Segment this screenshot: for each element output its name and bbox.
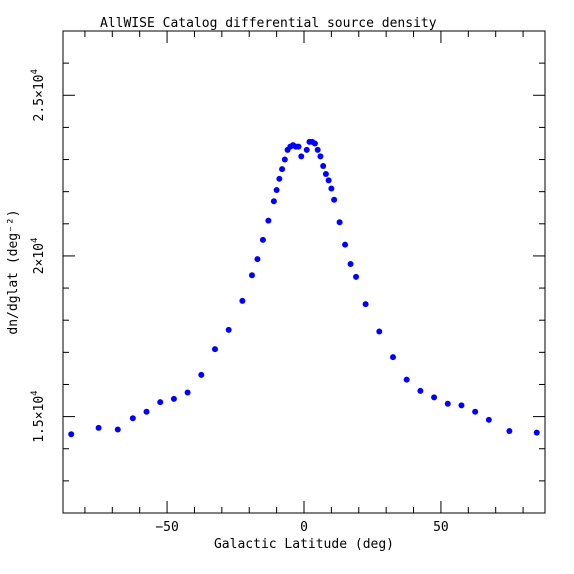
data-point <box>342 241 349 248</box>
data-point <box>295 143 302 150</box>
y-axis-label: dn/dglat (deg⁻²) <box>6 209 21 334</box>
data-point <box>320 162 327 169</box>
x-tick-label: 0 <box>300 520 308 535</box>
data-point <box>472 408 479 415</box>
data-point <box>317 153 324 160</box>
data-point <box>239 297 246 304</box>
data-point <box>143 408 150 415</box>
data-point <box>376 328 383 335</box>
data-point <box>254 256 261 263</box>
data-point <box>114 426 121 433</box>
data-point <box>95 424 102 431</box>
data-point <box>170 395 177 402</box>
data-point <box>281 156 288 163</box>
data-point <box>248 272 255 279</box>
data-point <box>390 354 397 361</box>
data-point <box>347 260 354 267</box>
data-point <box>485 416 492 423</box>
data-point <box>157 399 164 406</box>
data-point <box>270 198 277 205</box>
data-point <box>211 346 218 353</box>
data-point <box>314 146 321 153</box>
data-point <box>458 402 465 409</box>
data-point <box>129 415 136 422</box>
plot-frame <box>62 30 546 514</box>
data-point <box>311 140 318 147</box>
data-point <box>444 400 451 407</box>
data-point <box>431 394 438 401</box>
axis-ticks <box>63 30 545 513</box>
x-axis-label: Galactic Latitude (deg) <box>214 537 394 552</box>
data-point <box>273 187 280 194</box>
data-point <box>322 170 329 177</box>
data-point <box>265 217 272 224</box>
data-point <box>225 326 232 333</box>
data-point <box>403 376 410 383</box>
tick-labels: −50 0 50 1.5×104 2×104 2.5×104 <box>30 69 449 535</box>
data-point <box>417 387 424 394</box>
data-point <box>362 301 369 308</box>
x-tick-label: −50 <box>155 520 178 535</box>
x-tick-label: 50 <box>433 520 449 535</box>
data-point <box>331 196 338 203</box>
data-point <box>276 175 283 182</box>
data-point <box>533 429 540 436</box>
data-point <box>336 219 343 226</box>
data-point <box>328 185 335 192</box>
data-point <box>259 236 266 243</box>
data-point <box>325 177 332 184</box>
data-point <box>303 146 310 153</box>
y-tick-label: 2.5×104 <box>30 69 47 121</box>
data-point <box>353 273 360 280</box>
data-points <box>68 138 540 438</box>
data-point <box>68 431 75 438</box>
data-point <box>198 371 205 378</box>
y-tick-label: 1.5×104 <box>30 390 47 442</box>
chart-title: AllWISE Catalog differential source dens… <box>100 16 437 31</box>
data-point <box>184 389 191 396</box>
data-point <box>279 166 286 173</box>
data-point <box>298 153 305 160</box>
data-point <box>506 428 513 435</box>
y-tick-label: 2×104 <box>30 238 47 275</box>
